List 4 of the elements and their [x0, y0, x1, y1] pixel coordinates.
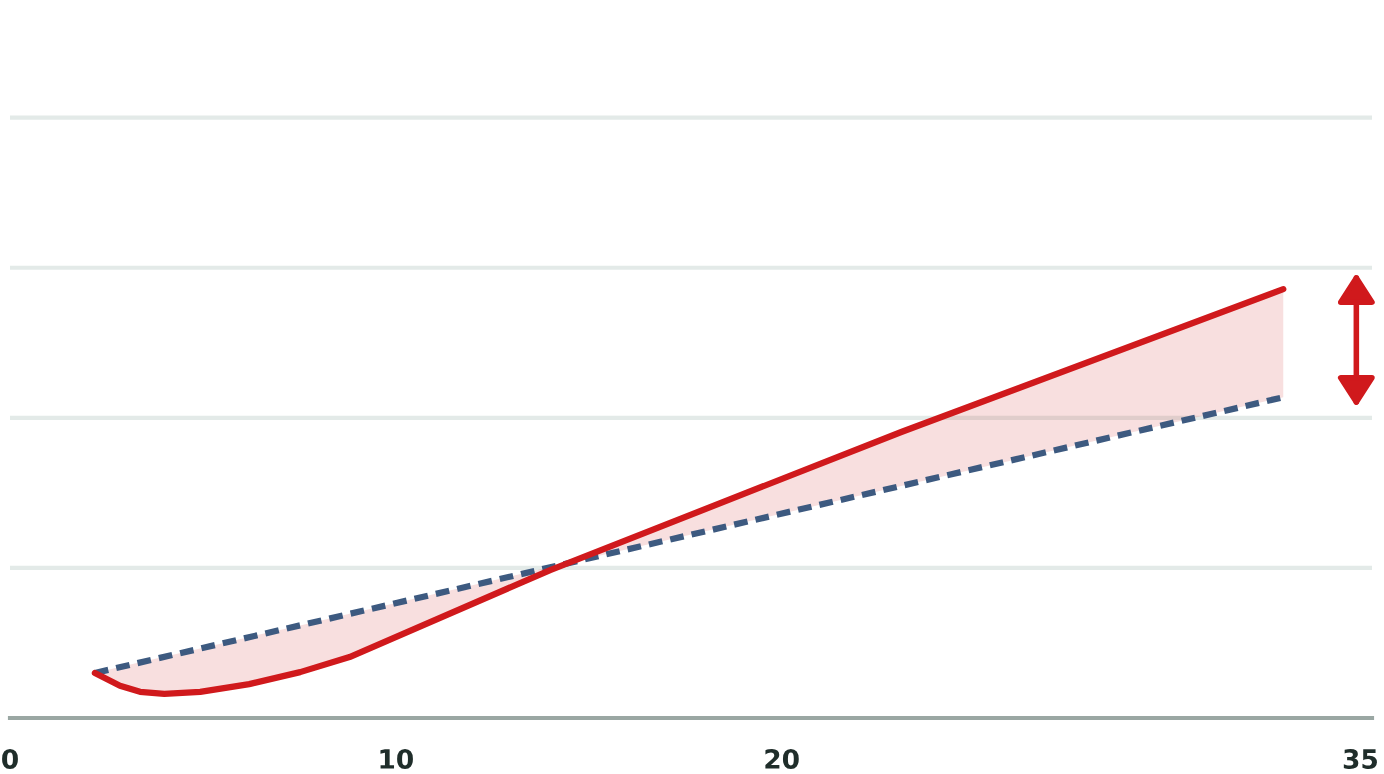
x-tick-label: 10	[380, 749, 413, 769]
x-tick-label: 0	[2, 749, 18, 769]
x-tick-label: 35	[1343, 749, 1377, 769]
x-tick-label: 20	[765, 749, 799, 769]
